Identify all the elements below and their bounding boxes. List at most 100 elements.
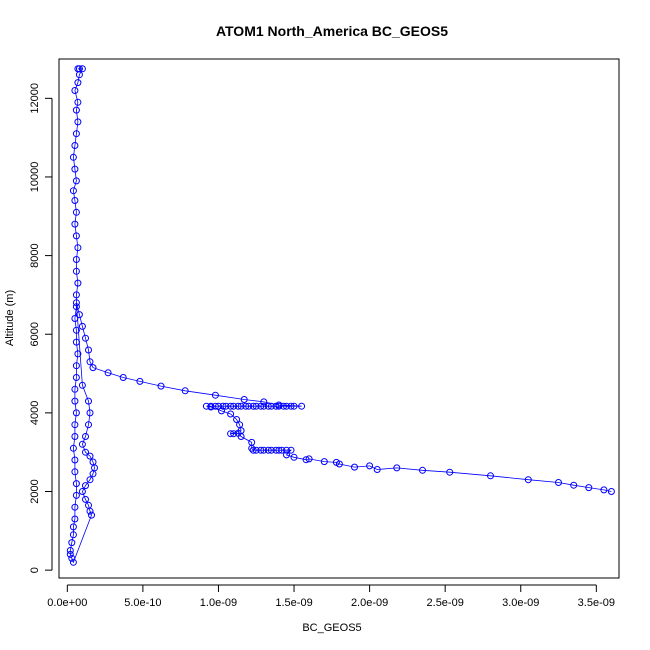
data-point (82, 495, 89, 503)
data-point (305, 455, 313, 463)
data-point (82, 448, 89, 456)
data-point (78, 65, 86, 73)
data-point (119, 374, 127, 381)
data-point (86, 358, 94, 366)
data-point (82, 334, 89, 342)
data-point (222, 402, 230, 410)
data-point (202, 402, 210, 410)
data-point (72, 232, 80, 240)
data-point (78, 322, 86, 330)
data-point (85, 421, 92, 429)
chart-title: ATOM1 North_America BC_GEOS5 (216, 23, 448, 39)
data-point (72, 303, 80, 311)
data-point (85, 346, 92, 354)
data-point (555, 479, 562, 486)
data-point (72, 130, 80, 138)
data-point (233, 416, 241, 423)
data-point (393, 464, 401, 472)
series-line (69, 68, 612, 564)
data-point (570, 481, 578, 489)
data-point (290, 453, 298, 461)
data-point (74, 79, 82, 87)
data-point (275, 446, 283, 454)
data-point (72, 177, 80, 185)
data-point (366, 462, 374, 470)
y-tick-label: 6000 (29, 322, 41, 346)
data-point (242, 402, 250, 410)
data-point (283, 451, 290, 459)
data-point (78, 488, 86, 495)
y-axis-label: Altitude (m) (4, 290, 16, 346)
data-point (302, 456, 310, 464)
data-point (219, 402, 227, 410)
data-point (600, 486, 608, 494)
data-point (237, 402, 245, 410)
data-point (275, 401, 283, 409)
data-point (234, 402, 242, 410)
data-point (260, 446, 268, 454)
data-point (104, 369, 112, 377)
data-point (260, 398, 268, 406)
data-point (72, 267, 80, 275)
y-tick-label: 4000 (29, 401, 41, 425)
data-point (585, 484, 593, 492)
data-point (72, 491, 80, 499)
data-point (68, 554, 76, 562)
data-point (607, 488, 615, 495)
data-point (264, 446, 272, 454)
data-point (71, 385, 79, 393)
data-point (72, 338, 80, 346)
data-point (86, 507, 94, 515)
x-axis: 0.0e+00 5.0e-10 1.0e-09 1.5e-09 2.0e-09 2.5e-… (47, 584, 615, 609)
x-tick-label: 2.0e-09 (351, 597, 388, 609)
data-point (69, 153, 77, 161)
data-point (71, 197, 79, 204)
data-point (69, 187, 77, 195)
data-point (86, 452, 94, 460)
data-point (181, 387, 189, 395)
data-point (373, 466, 381, 473)
data-point (419, 466, 426, 474)
data-point (71, 433, 79, 440)
data-point (82, 433, 89, 440)
data-point (227, 402, 235, 410)
data-point (227, 410, 235, 418)
data-point (211, 391, 219, 399)
data-point (207, 402, 215, 410)
data-point (86, 409, 94, 417)
data-point (267, 402, 275, 410)
data-point (351, 463, 358, 471)
data-point (230, 430, 238, 438)
data-point (249, 402, 257, 410)
data-point (71, 397, 79, 405)
data-point (136, 377, 144, 385)
y-axis: 0 2000 4000 6000 8000 10000 12000 (29, 83, 53, 573)
data-point (72, 299, 80, 307)
data-point (72, 106, 80, 114)
data-point (71, 315, 79, 322)
data-point (86, 476, 94, 484)
data-point (74, 98, 82, 106)
data-point (69, 531, 77, 539)
x-tick-label: 3.5e-09 (578, 597, 615, 609)
data-point (252, 402, 260, 410)
x-tick-label: 0.0e+00 (47, 597, 87, 609)
data-point (74, 118, 82, 126)
data-point (69, 523, 77, 531)
data-point (72, 326, 80, 334)
data-point (69, 444, 77, 452)
data-point (446, 468, 454, 476)
data-point (245, 402, 253, 410)
data-point (69, 558, 77, 566)
x-tick-label: 2.5e-09 (427, 597, 464, 609)
data-point (74, 350, 82, 358)
data-point (257, 446, 265, 454)
plot-frame (58, 58, 620, 579)
x-tick-label: 1.0e-09 (200, 597, 237, 609)
data-point (487, 472, 494, 480)
data-point (71, 421, 79, 429)
data-point (66, 547, 74, 554)
data-point (78, 381, 86, 389)
x-tick-label: 3.0e-09 (502, 597, 539, 609)
